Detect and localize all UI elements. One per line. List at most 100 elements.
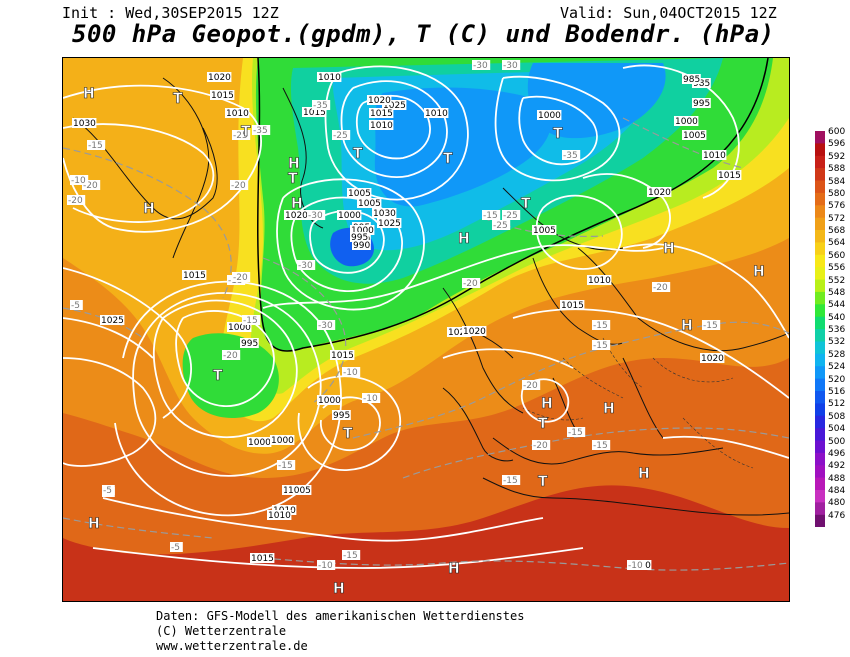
svg-text:-15: -15 (503, 476, 518, 486)
pressure-label-bg (532, 225, 557, 235)
temperature-label: -15 (592, 320, 611, 331)
svg-text:-15: -15 (703, 321, 718, 331)
legend-swatch (815, 168, 825, 181)
pressure-label-bg (337, 210, 362, 220)
pressure-label: 1005 (683, 131, 706, 141)
pressure-label: 1005 (533, 226, 556, 236)
legend-swatch (815, 205, 825, 219)
weather-map: 1020 101010151010103010251020101510101005… (62, 57, 790, 602)
svg-text:-20: -20 (533, 441, 548, 451)
temperature-label: -25 (492, 220, 511, 231)
temperature-label: -15 (702, 320, 721, 331)
high-pressure-marker: H (448, 561, 460, 577)
high-pressure-marker: H (291, 196, 303, 212)
pressure-label-bg (717, 170, 742, 180)
legend-label: 484 (828, 486, 846, 497)
pressure-label: 995 (333, 411, 350, 421)
high-pressure-marker: H (603, 401, 615, 417)
svg-text:-15: -15 (88, 141, 103, 151)
pressure-label-bg (692, 78, 711, 88)
pressure-label: 1010 (703, 151, 726, 161)
pressure-label: 1010 (226, 109, 249, 119)
temperature-label: -20 (232, 272, 251, 283)
temperature-label: -10 (362, 393, 381, 404)
pressure-label-bg (382, 100, 407, 110)
svg-text:-15: -15 (568, 428, 583, 438)
temperature-label: -15 (242, 315, 261, 326)
temperature-label: -25 (332, 130, 351, 141)
pressure-label: 1025 (101, 316, 124, 326)
low-pressure-marker: T (538, 416, 548, 432)
legend-swatch (815, 502, 825, 516)
legend-swatch (815, 230, 825, 243)
temperature-label: -25 (232, 130, 251, 141)
temperature-label: -20 (532, 440, 551, 451)
pressure-label-bg (332, 410, 351, 420)
pressure-label-bg (424, 108, 449, 118)
low-pressure-marker: T (173, 91, 183, 107)
legend-label: 540 (828, 312, 846, 323)
pressure-label-bg (369, 108, 394, 118)
legend-label: 524 (828, 362, 846, 373)
pressure-label-bg (270, 435, 295, 445)
svg-text:-15: -15 (243, 316, 258, 326)
temperature-label: -15 (592, 340, 611, 351)
pressure-label-bg (284, 210, 309, 220)
pressure-label-bg (350, 225, 375, 235)
low-pressure-marker: T (553, 126, 563, 142)
svg-text:-30: -30 (503, 61, 518, 71)
pressure-label: 995 (241, 339, 258, 349)
pressure-label-bg (347, 188, 372, 198)
temperature-label: -10 (627, 560, 646, 571)
svg-text:-10: -10 (363, 394, 378, 404)
legend-label: 548 (828, 287, 846, 298)
svg-text:-10: -10 (628, 561, 643, 571)
svg-text:-15: -15 (343, 551, 358, 561)
legend-label: 492 (828, 461, 846, 472)
svg-text:-30: -30 (308, 211, 323, 221)
legend-swatch (815, 254, 825, 268)
legend-label: 600 (828, 127, 846, 137)
pressure-label: 1005 (358, 199, 381, 209)
svg-text:-30: -30 (318, 321, 333, 331)
temperature-label: -20 (522, 380, 541, 391)
footer-website[interactable]: www.wetterzentrale.de (156, 639, 308, 653)
svg-text:-25: -25 (233, 131, 248, 141)
legend-swatch (815, 279, 825, 293)
temperature-label: -5 (70, 300, 83, 311)
svg-text:-15: -15 (483, 211, 498, 221)
legend-colorbar (815, 131, 825, 527)
pressure-label-bg (302, 107, 327, 117)
pressure-label-bg (287, 485, 312, 495)
high-pressure-marker: H (143, 201, 155, 217)
temperature-label: -5 (102, 485, 115, 496)
pressure-label-bg (560, 300, 585, 310)
legend-swatch (815, 242, 825, 256)
pressure-label: 1005 (348, 189, 371, 199)
pressure-label: 1015 (331, 351, 354, 361)
pressure-label: 1000 (538, 111, 561, 121)
legend-label: 584 (828, 176, 846, 187)
legend-label: 544 (828, 300, 846, 311)
pressure-label-bg (702, 150, 727, 160)
temperature-label: -20 (222, 350, 241, 361)
svg-text:-10: -10 (343, 368, 358, 378)
legend-swatch (815, 490, 825, 503)
legend-swatch (815, 155, 825, 169)
color-legend: 600 596 592 588 584 580 576 572 568 564 560 556 552 5… (814, 127, 850, 527)
map-title: 500 hPa Geopot.(gpdm), T (C) und Bodendr… (72, 20, 775, 48)
legend-swatch (815, 403, 825, 417)
temperature-label: -20 (462, 278, 481, 289)
temperature-label: -35 (562, 150, 581, 161)
pressure-label: 1015 (718, 171, 741, 181)
legend-label: 496 (828, 448, 846, 459)
pressure-label: 1010 (268, 511, 291, 521)
svg-text:-15: -15 (593, 341, 608, 351)
svg-text:-20: -20 (68, 196, 83, 206)
svg-text:-30: -30 (473, 61, 488, 71)
temperature-label: -15 (87, 140, 106, 151)
pressure-label: 1000 (271, 436, 294, 446)
pressure-label-bg (674, 116, 699, 126)
pressure-label-bg (225, 108, 250, 118)
legend-label: 532 (828, 337, 846, 348)
